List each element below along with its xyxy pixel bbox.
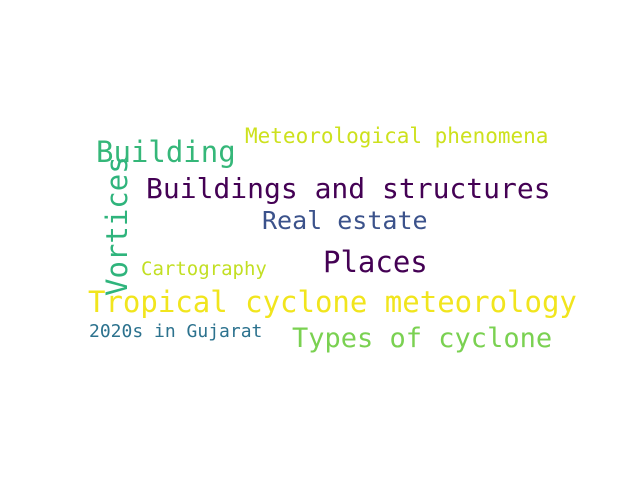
word-places: Places bbox=[323, 245, 428, 279]
word-cartography: Cartography bbox=[141, 258, 267, 280]
word-buildings-and-structures: Buildings and structures bbox=[146, 172, 551, 205]
word-types-of-cyclone: Types of cyclone bbox=[292, 323, 553, 354]
word-real-estate: Real estate bbox=[262, 206, 428, 235]
word-2020s-in-gujarat: 2020s in Gujarat bbox=[89, 321, 263, 342]
word-tropical-cyclone-meteorology: Tropical cyclone meteorology bbox=[88, 285, 577, 319]
word-vortices: Vortices bbox=[100, 156, 134, 296]
word-meteorological-phenomena: Meteorological phenomena bbox=[245, 124, 549, 148]
word-building: Building bbox=[96, 135, 236, 169]
